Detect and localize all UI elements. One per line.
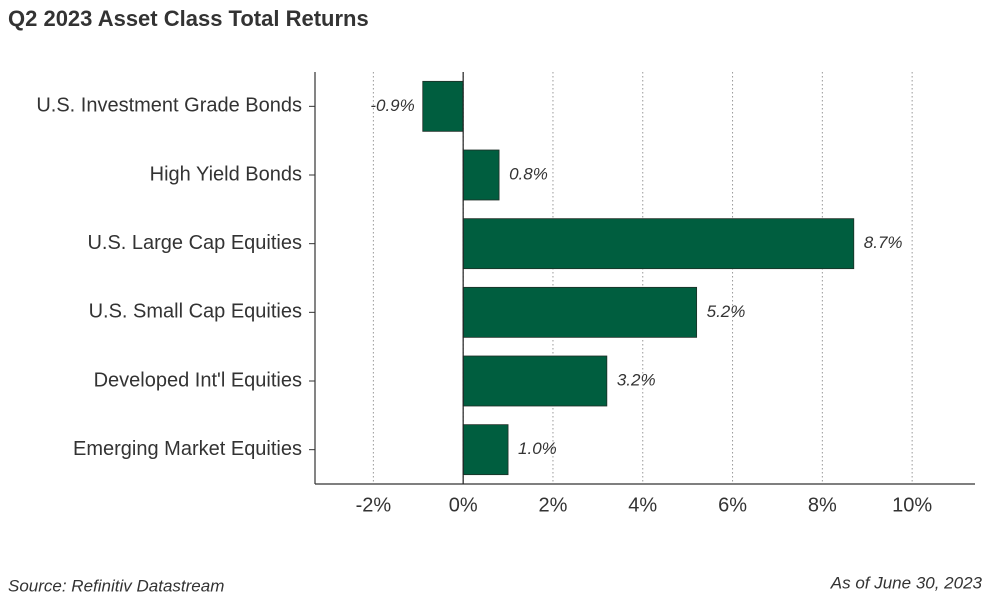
x-tick-label: 2% bbox=[539, 494, 568, 516]
x-tick-label: 4% bbox=[628, 494, 657, 516]
y-tick-label: U.S. Investment Grade Bonds bbox=[36, 95, 302, 117]
x-tick-label: 10% bbox=[892, 494, 932, 516]
bar bbox=[462, 424, 509, 476]
value-label: -0.9% bbox=[370, 96, 414, 115]
x-tick-label: 8% bbox=[808, 494, 837, 516]
x-tick-label: 6% bbox=[718, 494, 747, 516]
chart-title: Q2 2023 Asset Class Total Returns bbox=[8, 6, 369, 31]
y-tick-label: Emerging Market Equities bbox=[73, 438, 302, 460]
bar bbox=[462, 218, 855, 270]
source-note: Source: Refinitiv Datastream bbox=[8, 576, 224, 595]
date-note: As of June 30, 2023 bbox=[830, 573, 983, 592]
value-label: 3.2% bbox=[617, 370, 656, 389]
y-tick-label: Developed Int'l Equities bbox=[94, 369, 302, 391]
value-label: 1.0% bbox=[518, 439, 557, 458]
bar bbox=[462, 149, 500, 201]
value-label: 0.8% bbox=[509, 164, 548, 183]
x-tick-label: 0% bbox=[449, 494, 478, 516]
x-tick-label: -2% bbox=[356, 494, 392, 516]
bar bbox=[462, 286, 698, 338]
bar bbox=[462, 355, 608, 407]
y-tick-label: High Yield Bonds bbox=[150, 163, 302, 185]
y-tick-label: U.S. Large Cap Equities bbox=[87, 232, 302, 254]
value-label: 5.2% bbox=[707, 302, 746, 321]
y-tick-label: U.S. Small Cap Equities bbox=[89, 301, 302, 323]
bar bbox=[422, 80, 464, 132]
value-label: 8.7% bbox=[864, 233, 903, 252]
